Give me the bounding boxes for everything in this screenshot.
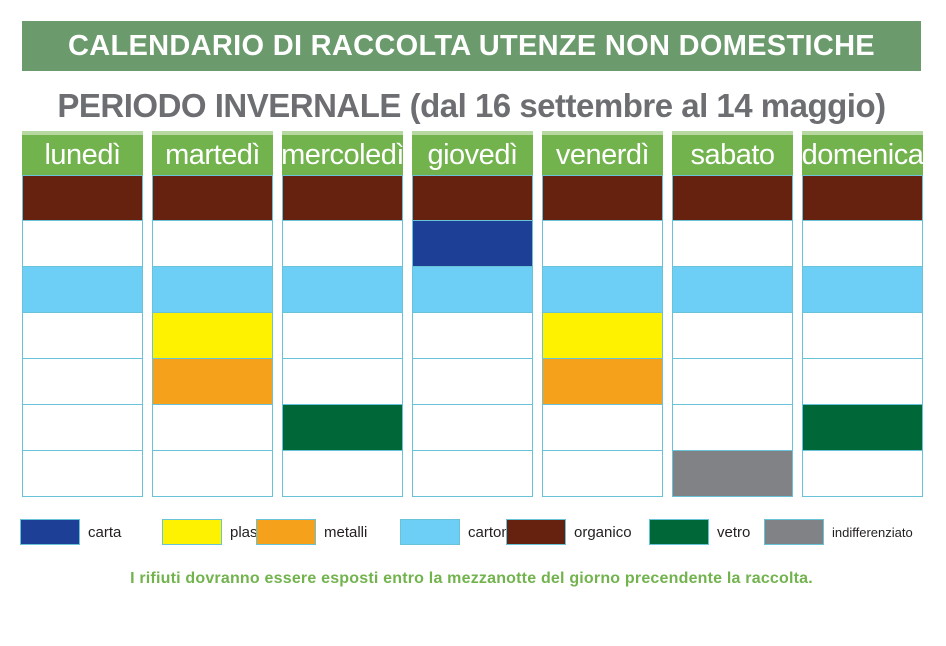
collection-cell-cartone	[22, 267, 143, 313]
collection-cell-plastica	[152, 313, 273, 359]
collection-cell-empty	[282, 221, 403, 267]
collection-cell-cartone	[282, 267, 403, 313]
day-column: sabato	[672, 131, 793, 497]
collection-cell-cartone	[542, 267, 663, 313]
collection-cell-empty	[152, 451, 273, 497]
collection-cell-metalli	[152, 359, 273, 405]
day-column: lunedì	[22, 131, 143, 497]
day-cells	[672, 175, 793, 497]
collection-cell-empty	[802, 313, 923, 359]
legend-label: carta	[88, 523, 122, 541]
legend-item-metalli: metalli	[256, 519, 367, 545]
day-header: mercoledì	[281, 131, 404, 175]
collection-cell-vetro	[282, 405, 403, 451]
legend-label: organico	[574, 523, 632, 541]
collection-cell-empty	[802, 221, 923, 267]
day-header: sabato	[672, 131, 793, 175]
day-column: domenica	[802, 131, 924, 497]
collection-cell-empty	[22, 313, 143, 359]
collection-cell-empty	[282, 359, 403, 405]
day-cells	[412, 175, 533, 497]
day-cells	[152, 175, 273, 497]
waste-legend: cartaplasticametallicartoneorganicovetro…	[20, 519, 920, 549]
collection-cell-cartone	[802, 267, 923, 313]
collection-cell-empty	[672, 313, 793, 359]
collection-cell-organico	[802, 175, 923, 221]
title-banner: CALENDARIO DI RACCOLTA UTENZE NON DOMEST…	[22, 21, 921, 71]
collection-cell-empty	[412, 359, 533, 405]
legend-swatch	[400, 519, 460, 545]
collection-cell-empty	[22, 451, 143, 497]
legend-label: metalli	[324, 523, 368, 541]
collection-cell-empty	[672, 221, 793, 267]
collection-cell-empty	[672, 405, 793, 451]
collection-cell-vetro	[802, 405, 923, 451]
collection-cell-empty	[22, 405, 143, 451]
legend-label: vetro	[717, 523, 751, 541]
day-cells	[22, 175, 143, 497]
legend-swatch	[20, 519, 80, 545]
legend-swatch	[162, 519, 222, 545]
day-cells	[282, 175, 403, 497]
collection-cell-empty	[542, 451, 663, 497]
legend-swatch	[764, 519, 824, 545]
day-header: venerdì	[542, 131, 663, 175]
legend-swatch	[649, 519, 709, 545]
collection-cell-empty	[412, 405, 533, 451]
day-column: mercoledì	[281, 131, 404, 497]
collection-cell-cartone	[412, 267, 533, 313]
collection-cell-organico	[282, 175, 403, 221]
collection-cell-plastica	[542, 313, 663, 359]
collection-cell-cartone	[672, 267, 793, 313]
legend-item-indifferenziato: indifferenziato	[764, 519, 913, 545]
collection-cell-cartone	[152, 267, 273, 313]
day-column: venerdì	[542, 131, 663, 497]
collection-cell-empty	[152, 405, 273, 451]
legend-swatch	[256, 519, 316, 545]
day-header: martedì	[152, 131, 273, 175]
collection-cell-empty	[802, 359, 923, 405]
day-cells	[542, 175, 663, 497]
collection-cell-organico	[22, 175, 143, 221]
collection-cell-indifferenziato	[672, 451, 793, 497]
legend-item-vetro: vetro	[649, 519, 750, 545]
day-column: martedì	[152, 131, 273, 497]
legend-label: indifferenziato	[832, 524, 913, 540]
legend-item-carta: carta	[20, 519, 121, 545]
day-column: giovedì	[412, 131, 533, 497]
legend-item-organico: organico	[506, 519, 632, 545]
collection-cell-organico	[672, 175, 793, 221]
day-header: giovedì	[412, 131, 533, 175]
period-subtitle: PERIODO INVERNALE (dal 16 settembre al 1…	[57, 87, 886, 124]
legend-label: cartone	[468, 523, 519, 541]
collection-cell-organico	[412, 175, 533, 221]
collection-cell-empty	[542, 221, 663, 267]
footer-note: I rifiuti dovranno essere esposti entro …	[130, 570, 813, 587]
collection-cell-empty	[282, 313, 403, 359]
page-title: CALENDARIO DI RACCOLTA UTENZE NON DOMEST…	[68, 29, 875, 62]
collection-cell-empty	[282, 451, 403, 497]
collection-cell-organico	[542, 175, 663, 221]
day-header: domenica	[802, 131, 924, 175]
collection-cell-empty	[412, 451, 533, 497]
legend-swatch	[506, 519, 566, 545]
collection-cell-metalli	[542, 359, 663, 405]
collection-cell-carta	[412, 221, 533, 267]
day-cells	[802, 175, 923, 497]
legend-item-cartone: cartone	[400, 519, 518, 545]
collection-cell-empty	[672, 359, 793, 405]
collection-cell-empty	[22, 359, 143, 405]
collection-cell-organico	[152, 175, 273, 221]
collection-cell-empty	[412, 313, 533, 359]
collection-cell-empty	[22, 221, 143, 267]
collection-cell-empty	[542, 405, 663, 451]
collection-cell-empty	[802, 451, 923, 497]
collection-cell-empty	[152, 221, 273, 267]
day-header: lunedì	[22, 131, 143, 175]
